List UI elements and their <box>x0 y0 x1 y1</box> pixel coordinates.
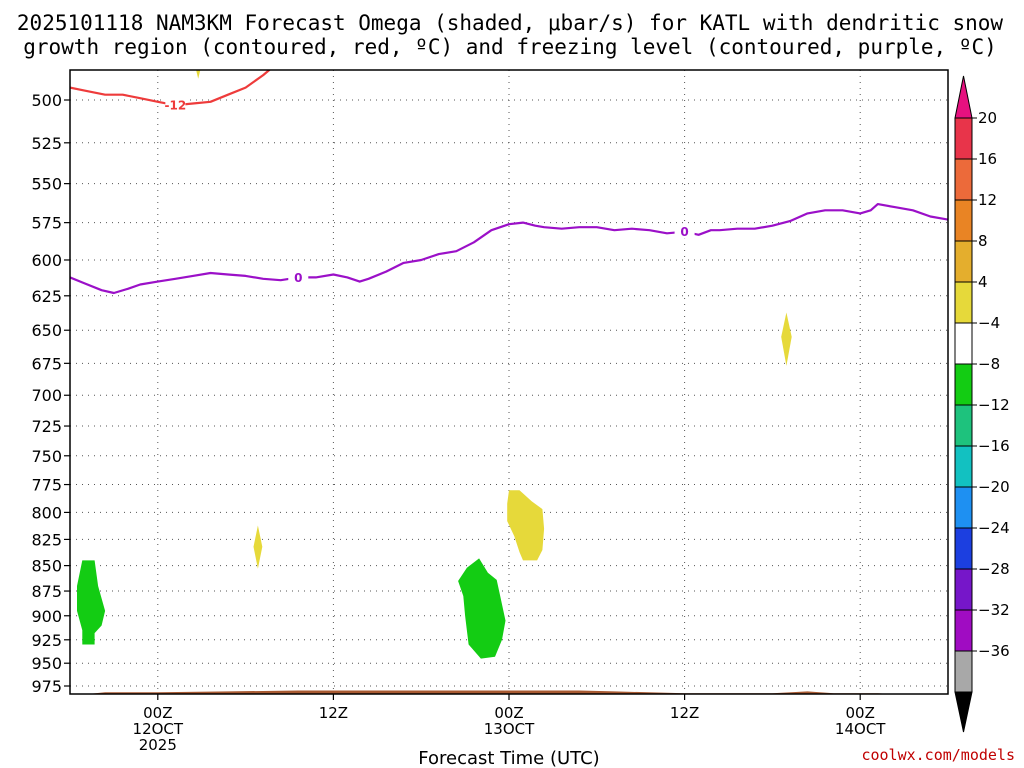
y-tick-label-975: 975 <box>31 677 62 696</box>
y-tick-label-500: 500 <box>31 91 62 110</box>
colorbar-label-1: 16 <box>978 150 997 168</box>
colorbar-label-12: −32 <box>978 601 1010 619</box>
y-tick-label-875: 875 <box>31 582 62 601</box>
y-tick-label-850: 850 <box>31 557 62 576</box>
y-tick-label-625: 625 <box>31 287 62 306</box>
omega-region-1 <box>458 558 506 659</box>
colorbar-label-5: −4 <box>978 314 1000 332</box>
colorbar-label-11: −28 <box>978 560 1010 578</box>
y-tick-label-700: 700 <box>31 386 62 405</box>
colorbar-under-triangle <box>954 691 973 733</box>
freezing-level-contour-label-0: 0 <box>294 271 302 285</box>
colorbar-label-0: 20 <box>978 109 997 127</box>
colorbar-label-13: −36 <box>978 642 1010 660</box>
dgz-contour-label-0: -12 <box>165 99 187 113</box>
chart-title-line-2: growth region (contoured, red, ºC) and f… <box>23 35 997 59</box>
y-tick-label-525: 525 <box>31 134 62 153</box>
y-tick-label-550: 550 <box>31 175 62 194</box>
y-tick-label-900: 900 <box>31 607 62 626</box>
x-tick-label-0-1: 12OCT <box>133 720 184 738</box>
colorbar: 20 16 12 8 4 −4 −8 −12 −16 −20 −24 −28 −32 −36 <box>954 75 1010 733</box>
colorbar-segment-4 <box>954 281 973 324</box>
colorbar-over-triangle <box>954 75 973 119</box>
freezing-level-contour-line <box>70 203 948 295</box>
x-axis-label: Forecast Time (UTC) <box>418 748 599 768</box>
y-tick-label-675: 675 <box>31 354 62 373</box>
colorbar-label-9: −20 <box>978 478 1010 496</box>
x-tick-label-0-2: 2025 <box>139 736 177 754</box>
colorbar-segment-1 <box>954 158 973 201</box>
colorbar-segment-12 <box>954 609 973 652</box>
colorbar-label-7: −12 <box>978 396 1010 414</box>
colorbar-segment-2 <box>954 199 973 242</box>
colorbar-label-2: 12 <box>978 191 997 209</box>
x-tick-label-40-0: 00Z <box>846 704 875 722</box>
colorbar-segment-0 <box>954 117 973 160</box>
omega-region-4 <box>253 525 263 569</box>
omega-region-2 <box>507 490 545 561</box>
x-tick-label-40-1: 14OCT <box>835 720 886 738</box>
colorbar-segment-6 <box>954 363 973 406</box>
dgz-contour-line <box>70 70 271 107</box>
x-tick-label-20-0: 00Z <box>494 704 523 722</box>
colorbar-label-6: −8 <box>978 355 1000 373</box>
y-tick-label-775: 775 <box>31 476 62 495</box>
x-tick-label-0-0: 00Z <box>143 704 172 722</box>
y-tick-label-650: 650 <box>31 321 62 340</box>
y-tick-label-575: 575 <box>31 214 62 233</box>
freezing-level-contour-label-bg-1 <box>674 224 695 239</box>
omega-region-0 <box>77 560 106 645</box>
colorbar-segment-8 <box>954 445 973 488</box>
y-tick-label-600: 600 <box>31 251 62 270</box>
omega-region-5 <box>196 70 201 79</box>
colorbar-segment-3 <box>954 240 973 283</box>
colorbar-label-10: −24 <box>978 519 1010 537</box>
colorbar-label-4: 4 <box>978 273 988 291</box>
colorbar-label-8: −16 <box>978 437 1010 455</box>
omega-region-3 <box>781 312 792 366</box>
x-tick-label-20-1: 13OCT <box>484 720 535 738</box>
colorbar-segment-11 <box>954 568 973 611</box>
plot-inner: 0 0 -12 <box>70 70 948 694</box>
colorbar-segment-9 <box>954 486 973 529</box>
colorbar-segment-7 <box>954 404 973 447</box>
y-tick-label-750: 750 <box>31 447 62 466</box>
y-tick-label-800: 800 <box>31 503 62 522</box>
colorbar-segment-13 <box>954 650 973 693</box>
x-tick-label-10-0: 12Z <box>319 704 348 722</box>
y-tick-label-725: 725 <box>31 417 62 436</box>
chart-title-line-1: 2025101118 NAM3KM Forecast Omega (shaded… <box>17 11 1004 35</box>
freezing-level-contour-label-1: 0 <box>680 225 688 239</box>
y-axis: 500 525 550 575 600 625 650 675 700 725 750 775 800 8… <box>31 91 70 696</box>
y-tick-label-950: 950 <box>31 654 62 673</box>
colorbar-segment-10 <box>954 527 973 570</box>
y-tick-label-825: 825 <box>31 530 62 549</box>
x-tick-label-30-0: 12Z <box>670 704 699 722</box>
colorbar-label-3: 8 <box>978 232 988 250</box>
credit-text: coolwx.com/models <box>861 746 1015 764</box>
colorbar-segment-5 <box>954 322 973 365</box>
y-tick-label-925: 925 <box>31 631 62 650</box>
freezing-level-contour-label-bg-0 <box>288 270 309 285</box>
dgz-contour-label-bg-0 <box>165 98 186 113</box>
surface-terrain-fill <box>88 690 894 694</box>
plot-area: 0 0 -12 <box>69 69 949 695</box>
